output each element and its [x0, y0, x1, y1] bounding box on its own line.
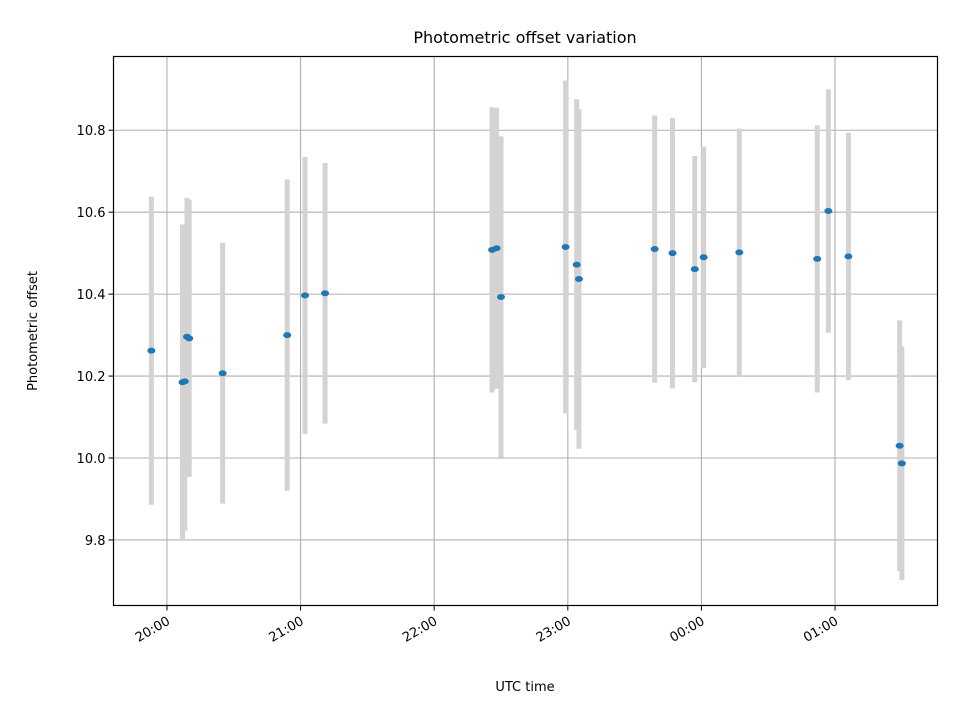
- data-point: [321, 290, 330, 297]
- y-tick-label: 10.6: [77, 206, 106, 221]
- x-axis-label: UTC time: [495, 680, 554, 695]
- data-point: [813, 255, 822, 262]
- data-point: [897, 460, 906, 467]
- data-point: [735, 249, 744, 256]
- data-point: [572, 261, 581, 268]
- data-point: [283, 332, 292, 339]
- data-point: [690, 266, 699, 273]
- chart-title: Photometric offset variation: [413, 28, 636, 47]
- y-tick-label: 10.2: [77, 370, 106, 385]
- data-point: [895, 442, 904, 449]
- data-point: [497, 293, 506, 300]
- grid: [113, 56, 938, 606]
- data-point: [844, 253, 853, 260]
- y-tick-label: 10.8: [77, 124, 106, 139]
- data-point: [180, 378, 189, 385]
- data-point: [824, 207, 833, 214]
- data-point: [147, 347, 156, 354]
- data-point: [218, 370, 227, 377]
- data-point: [185, 335, 194, 342]
- y-tick-label: 10.0: [77, 452, 106, 467]
- data-point: [650, 246, 659, 253]
- data-point: [492, 245, 501, 252]
- y-axis-ticks: 9.8 10.0 10.2 10.4 10.6 10.8: [77, 124, 114, 549]
- y-tick-label: 10.4: [77, 288, 106, 303]
- data-point: [699, 254, 708, 261]
- data-point: [574, 275, 583, 282]
- y-axis-label: Photometric offset: [26, 271, 41, 391]
- y-tick-label: 9.8: [85, 534, 106, 549]
- data-points: [147, 207, 906, 467]
- data-point: [668, 250, 677, 257]
- data-point: [301, 292, 310, 299]
- data-point: [561, 244, 570, 251]
- plot-frame: [112, 55, 939, 607]
